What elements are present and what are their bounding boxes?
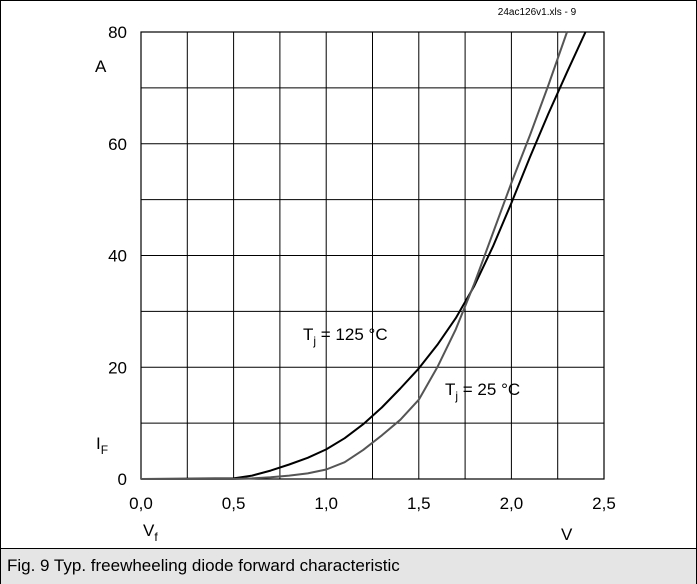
x-tick-label: 0,0 xyxy=(129,494,153,513)
x-tick-label: 2,0 xyxy=(500,494,524,513)
x-unit-label: V xyxy=(561,525,573,544)
plot-area-border xyxy=(140,31,605,480)
series-label-125c: Tj = 125 °C xyxy=(303,325,388,348)
grid xyxy=(140,31,605,480)
series-label-25c-rest: = 25 °C xyxy=(458,380,520,399)
y-tick-label: 40 xyxy=(108,247,127,266)
series-line-125c xyxy=(140,31,587,480)
y-symbol-sub: F xyxy=(101,443,108,457)
tick-labels: 0,0 0,5 1,0 1,5 2,0 2,5 0 20 40 60 80 xyxy=(108,23,616,513)
series-group xyxy=(140,31,587,480)
series-label-125c-rest: = 125 °C xyxy=(316,325,388,344)
x-symbol-sub: f xyxy=(154,530,158,544)
y-unit-label: A xyxy=(95,57,107,76)
series-label-25c-sub: j xyxy=(454,389,458,403)
x-tick-label: 0,5 xyxy=(222,494,246,513)
x-tick-label: 1,0 xyxy=(314,494,338,513)
y-tick-label: 80 xyxy=(108,23,127,42)
y-tick-label: 0 xyxy=(118,470,127,489)
x-symbol-main: V xyxy=(143,521,155,540)
forward-characteristic-chart: 24ac126v1.xls - 9 0,0 0,5 1,0 1,5 2,0 2,5 0 20 4… xyxy=(95,7,616,544)
series-label-125c-main: T xyxy=(303,325,313,344)
caption-bar: Fig. 9 Typ. freewheeling diode forward c… xyxy=(1,548,696,584)
series-label-25c-main: T xyxy=(445,380,455,399)
y-symbol-main: I xyxy=(96,434,101,453)
y-tick-label: 20 xyxy=(108,358,127,377)
y-symbol-label: IF xyxy=(96,434,108,457)
x-symbol-label: Vf xyxy=(143,521,158,544)
y-tick-label: 60 xyxy=(108,135,127,154)
x-tick-label: 2,5 xyxy=(592,494,616,513)
figure-caption: Fig. 9 Typ. freewheeling diode forward c… xyxy=(7,556,400,575)
source-label: 24ac126v1.xls - 9 xyxy=(498,7,577,18)
x-tick-label: 1,5 xyxy=(407,494,431,513)
series-label-25c: Tj = 25 °C xyxy=(445,380,520,403)
series-line-25c xyxy=(141,31,568,480)
series-label-125c-sub: j xyxy=(312,334,316,348)
